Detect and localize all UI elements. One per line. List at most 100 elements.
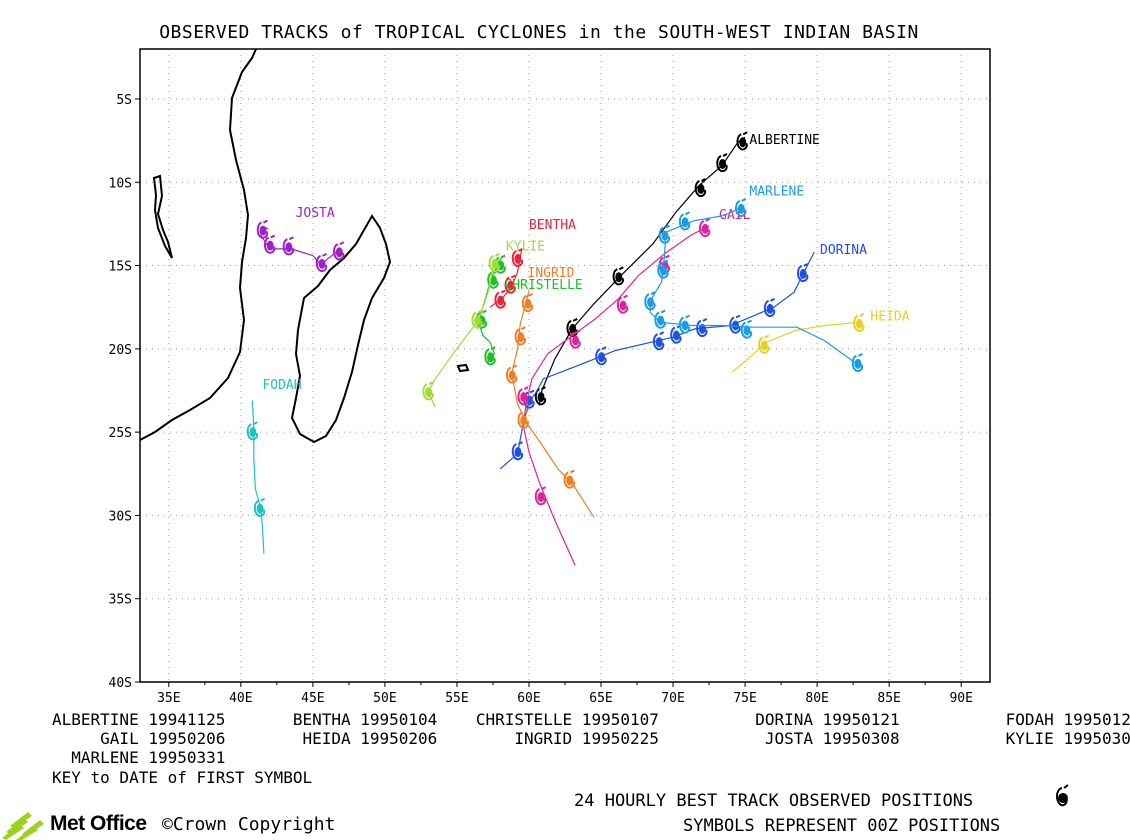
legend-row-2: GAIL 19950206 HEIDA 19950206 INGRID 1995… bbox=[52, 729, 1130, 748]
storm-track-ingrid: INGRID bbox=[505, 266, 595, 518]
cyclone-position-icon bbox=[505, 364, 518, 384]
cyclone-position-icon bbox=[494, 289, 506, 309]
cyclone-position-icon bbox=[488, 252, 501, 273]
cyclone-position-icon bbox=[654, 309, 666, 329]
track-line bbox=[499, 251, 815, 470]
cyclone-position-icon bbox=[333, 241, 345, 261]
cyclone-position-icon bbox=[511, 441, 524, 461]
footer-symbol-note: SYMBOLS REPRESENT 00Z POSITIONS bbox=[683, 816, 1001, 836]
cyclone-position-icon bbox=[616, 294, 629, 314]
cyclone-position-icon bbox=[246, 421, 258, 441]
cyclone-position-icon bbox=[517, 409, 529, 429]
storm-label: HEIDA bbox=[870, 310, 909, 325]
cyclone-position-icon bbox=[853, 312, 865, 333]
cyclone-position-icon bbox=[263, 234, 276, 254]
x-tick-label: 45E bbox=[301, 691, 324, 706]
legend-row-1: ALBERTINE 19941125 BENTHA 19950104 CHRIS… bbox=[52, 710, 1130, 729]
met-office-logo bbox=[2, 812, 44, 840]
cyclone-position-icon bbox=[422, 381, 434, 401]
cyclone-position-icon bbox=[282, 236, 295, 256]
storm-track-kylie: KYLIE bbox=[422, 240, 545, 408]
storm-track-marlene: MARLENE bbox=[644, 185, 864, 372]
x-tick-label: 85E bbox=[877, 691, 900, 706]
reunion-island bbox=[456, 363, 470, 373]
footer-best-track-note: 24 HOURLY BEST TRACK OBSERVED POSITIONS bbox=[574, 791, 974, 811]
storm-track-dorina: DORINA bbox=[499, 243, 867, 470]
x-tick-label: 55E bbox=[445, 691, 468, 706]
cyclone-position-icon bbox=[729, 314, 741, 334]
cyclone-position-icon bbox=[569, 329, 581, 349]
cyclone-position-icon bbox=[657, 259, 669, 279]
copyright-text: ©Crown Copyright bbox=[162, 814, 336, 835]
cyclone-position-icon bbox=[851, 352, 864, 372]
madagascar-coastline bbox=[290, 214, 392, 444]
x-tick-label: 35E bbox=[157, 691, 180, 706]
storm-track-gail: GAIL bbox=[517, 208, 751, 566]
storm-label: KYLIE bbox=[506, 240, 545, 255]
track-line bbox=[511, 290, 595, 518]
cyclone-position-icon bbox=[696, 317, 708, 337]
cyclone-position-icon bbox=[736, 131, 748, 151]
cyclone-position-icon bbox=[758, 334, 770, 354]
storm-label: MARLENE bbox=[749, 185, 804, 200]
cyclone-position-icon bbox=[517, 386, 529, 406]
cyclone-position-icon bbox=[699, 218, 711, 238]
cyclone-position-icon bbox=[471, 309, 483, 329]
y-tick-label: 5S bbox=[116, 93, 132, 108]
storm-track-christelle: CHRISTELLE bbox=[475, 254, 583, 366]
cyclone-position-icon bbox=[763, 297, 776, 318]
cyclone-position-icon bbox=[678, 211, 691, 231]
track-line bbox=[522, 225, 710, 566]
cyclone-position-icon bbox=[652, 331, 665, 351]
storm-label: JOSTA bbox=[296, 206, 335, 221]
storm-label: ALBERTINE bbox=[749, 133, 819, 148]
cyclone-position-icon bbox=[504, 274, 516, 294]
storm-label: FODAH bbox=[262, 378, 301, 393]
cyclone-position-icon bbox=[534, 486, 547, 506]
track-line bbox=[731, 321, 861, 373]
x-tick-label: 90E bbox=[949, 691, 972, 706]
storm-label: INGRID bbox=[528, 266, 575, 281]
cyclone-position-icon bbox=[612, 266, 624, 286]
cyclone-position-icon bbox=[521, 292, 534, 313]
storm-label: DORINA bbox=[820, 243, 867, 258]
africa-coastline bbox=[140, 49, 257, 441]
cyclone-position-icon bbox=[678, 314, 691, 334]
storm-track-fodah: FODAH bbox=[246, 378, 302, 554]
cyclone-position-icon bbox=[256, 219, 269, 239]
cyclone-symbol-icon bbox=[1056, 784, 1069, 807]
cyclone-position-icon bbox=[595, 346, 607, 366]
cyclone-position-icon bbox=[511, 247, 524, 268]
cyclone-position-icon bbox=[563, 469, 575, 489]
x-tick-label: 50E bbox=[373, 691, 396, 706]
storm-track-josta: JOSTA bbox=[256, 206, 345, 273]
map-title: OBSERVED TRACKS of TROPICAL CYCLONES in … bbox=[159, 22, 919, 43]
y-tick-label: 40S bbox=[109, 676, 132, 691]
y-tick-label: 25S bbox=[109, 426, 132, 441]
cyclone-position-icon bbox=[658, 224, 671, 244]
cyclone-position-icon bbox=[644, 291, 656, 311]
x-tick-label: 65E bbox=[589, 691, 612, 706]
y-tick-label: 30S bbox=[109, 509, 132, 524]
cyclone-position-icon bbox=[534, 386, 547, 406]
y-tick-label: 20S bbox=[109, 343, 132, 358]
met-office-wordmark: Met Office bbox=[50, 812, 147, 835]
storm-track-heida: HEIDA bbox=[731, 310, 910, 373]
cyclone-position-icon bbox=[694, 178, 707, 198]
x-tick-label: 60E bbox=[517, 691, 540, 706]
storm-track-bentha: BENTHA bbox=[489, 218, 576, 309]
cyclone-position-icon bbox=[796, 262, 809, 283]
storm-label: BENTHA bbox=[529, 218, 576, 233]
y-tick-label: 10S bbox=[109, 176, 132, 191]
track-line bbox=[649, 206, 860, 366]
y-tick-label: 35S bbox=[109, 593, 132, 608]
cyclone-position-icon bbox=[716, 153, 728, 173]
x-tick-label: 75E bbox=[733, 691, 756, 706]
x-tick-label: 80E bbox=[805, 691, 828, 706]
cyclone-position-icon bbox=[484, 346, 496, 366]
cyclone-position-icon bbox=[740, 319, 753, 339]
cyclone-position-icon bbox=[514, 326, 526, 346]
cyclone-position-icon bbox=[735, 198, 747, 218]
storm-label: CHRISTELLE bbox=[504, 278, 582, 293]
